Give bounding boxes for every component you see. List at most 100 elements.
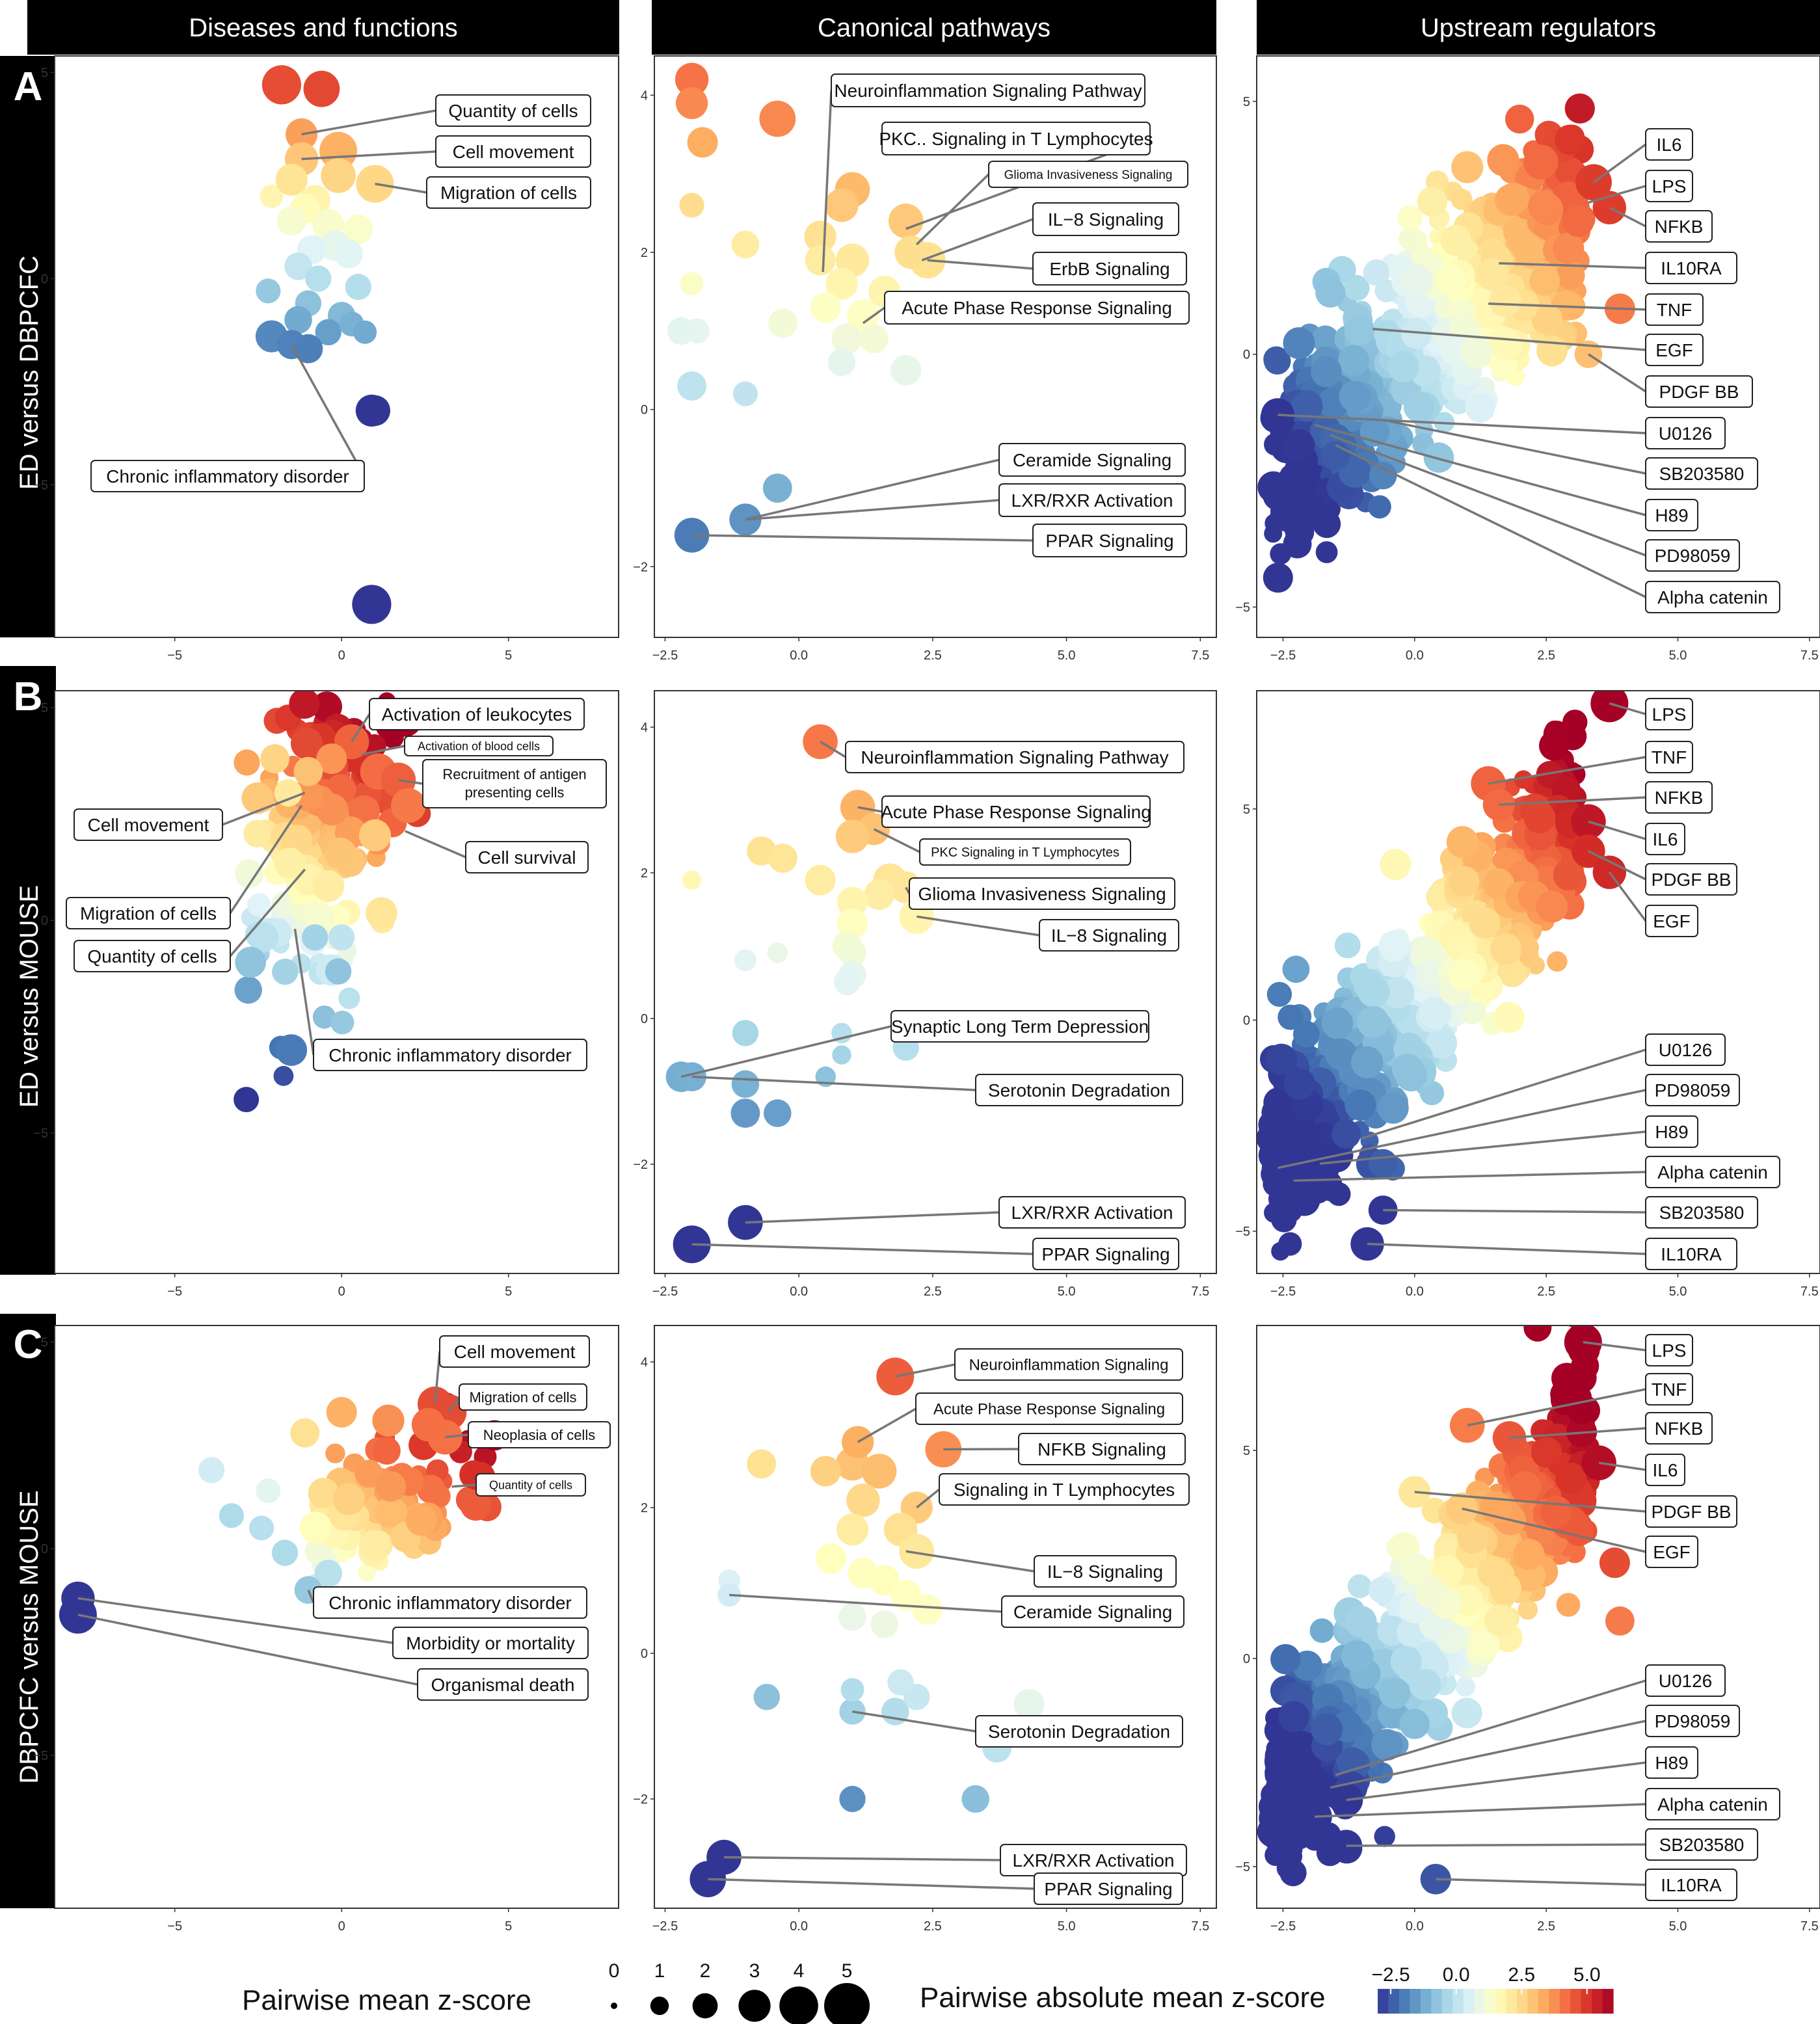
data-point: [271, 1539, 299, 1566]
label-box: [975, 1074, 1183, 1106]
data-point: [276, 206, 306, 235]
point-label: Quantity of cells: [448, 101, 578, 121]
colorbar-segment: [1484, 1989, 1496, 2014]
point-layer: [667, 62, 946, 553]
label-box: [1032, 1238, 1179, 1270]
row-label-text: DBPCFC versus MOUSE: [15, 1490, 44, 1783]
column-header-bg: [27, 0, 619, 55]
data-point: [1536, 890, 1568, 923]
point-label: IL−8 Signaling: [1047, 1562, 1163, 1582]
point-label: TNF: [1652, 747, 1687, 767]
label-box: [1645, 1664, 1726, 1697]
data-point: [768, 844, 797, 873]
data-point: [343, 214, 373, 244]
point-label: IL6: [1653, 829, 1678, 849]
x-tick-label: −2.5: [652, 1285, 678, 1299]
color-legend: Pairwise absolute mean z-score −2.5 0.0 2.5…: [920, 1964, 1614, 2014]
data-point: [1337, 1747, 1367, 1778]
data-point: [1265, 1043, 1298, 1076]
x-tick-label: 7.5: [1191, 648, 1209, 663]
label-leader: [447, 1396, 461, 1413]
colorbar-segment: [1549, 1989, 1560, 2014]
label-box: [1645, 1705, 1740, 1737]
plot-frame: [1256, 690, 1820, 1274]
point-label: Acute Phase Response Signaling: [881, 802, 1151, 822]
data-point: [759, 100, 796, 137]
data-point: [325, 1443, 345, 1463]
label-leader: [820, 740, 846, 758]
label-box: [954, 1348, 1183, 1381]
data-point: [1368, 1149, 1398, 1178]
y-tick-label: 4: [641, 1355, 648, 1370]
y-tick-label: 5: [41, 701, 48, 715]
x-tick-label: −5: [167, 1919, 182, 1934]
label-box: [1645, 293, 1704, 326]
label-box: [1645, 1334, 1693, 1366]
data-point: [248, 922, 279, 952]
column-header-bg: [652, 0, 1216, 55]
data-point: [305, 265, 332, 292]
data-point: [1513, 1538, 1545, 1571]
y-tick-label: 0: [641, 1647, 648, 1661]
data-point: [1400, 263, 1432, 296]
data-point: [284, 252, 312, 280]
label-leader: [745, 1211, 1000, 1224]
data-point: [816, 1543, 846, 1574]
point-label: EGF: [1653, 911, 1691, 931]
panel-C1: Cell movement Migration of cells Neoplasia…: [33, 1325, 619, 1934]
point-label: LPS: [1652, 1340, 1687, 1361]
y-tick-label: −2: [633, 1158, 648, 1172]
label-leader: [822, 90, 833, 273]
data-point: [1278, 1701, 1310, 1733]
point-label: Activation of leukocytes: [382, 704, 572, 725]
label-box: [439, 1335, 590, 1368]
point-label: ErbB Signaling: [1049, 259, 1170, 279]
panel-C3: LPS TNF NFKB IL6 PDGF BB EGF U0126 PD98059 H89 Al…: [1235, 1325, 1820, 1934]
data-point: [1550, 1384, 1582, 1416]
label-box: [909, 877, 1175, 910]
data-point: [1426, 1028, 1458, 1059]
data-point: [308, 1478, 339, 1509]
data-point: [1455, 1677, 1476, 1697]
data-point: [1345, 1605, 1377, 1638]
data-point: [839, 1785, 866, 1813]
data-point: [1371, 1729, 1403, 1761]
x-tick-label: 2.5: [924, 1919, 942, 1934]
size-legend-dot: [738, 1990, 771, 2022]
label-box: [459, 1383, 587, 1411]
size-legend-value: 5: [842, 1960, 853, 1982]
x-tick-label: 7.5: [1191, 1285, 1209, 1299]
x-tick-label: −5: [167, 648, 182, 663]
label-leader: [222, 792, 306, 826]
data-point: [1390, 1645, 1422, 1677]
point-label: LXR/RXR Activation: [1011, 1203, 1173, 1223]
data-point: [1451, 1698, 1482, 1729]
data-point: [460, 1489, 492, 1521]
data-point: [274, 779, 302, 807]
point-label: TNF: [1657, 300, 1692, 320]
data-point: [899, 1534, 934, 1569]
point-label: Serotonin Degradation: [988, 1080, 1170, 1100]
label-leader: [301, 109, 436, 136]
colorbar-segment: [1602, 1989, 1614, 2014]
data-point: [1334, 932, 1361, 959]
data-point: [675, 62, 709, 96]
data-point: [1387, 351, 1419, 383]
data-point: [1369, 461, 1397, 490]
data-point: [1368, 1577, 1395, 1604]
data-point: [747, 1449, 776, 1479]
data-point: [1419, 997, 1451, 1030]
x-tick-label: 5: [505, 648, 512, 663]
point-label: EGF: [1655, 340, 1693, 360]
data-point: [837, 886, 868, 918]
data-point: [1283, 1068, 1316, 1100]
y-tick-label: −2: [633, 560, 648, 574]
label-box: [1645, 210, 1713, 243]
data-point: [375, 1471, 406, 1502]
panel-A3: IL6 LPS NFKB IL10RA TNF EGF PDGF BB U0126 SB2035…: [1235, 55, 1820, 663]
point-label: PDGF BB: [1652, 870, 1732, 890]
data-point: [1282, 955, 1310, 983]
data-point: [1529, 265, 1560, 297]
column-header-title: Upstream regulators: [1421, 14, 1656, 42]
point-label: LPS: [1652, 176, 1687, 196]
